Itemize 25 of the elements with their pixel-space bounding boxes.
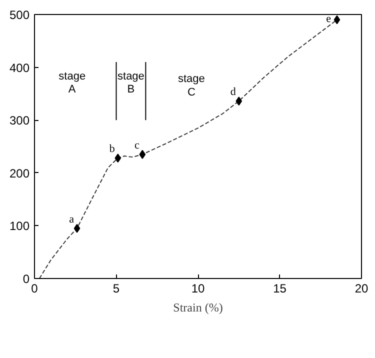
x-tick-label: 0	[31, 282, 38, 296]
annotation: stage A	[58, 70, 86, 96]
annotation: d	[230, 86, 236, 98]
annotation: stage C	[178, 73, 205, 98]
y-tick-label: 0	[22, 272, 30, 286]
point	[236, 96, 242, 106]
y-tick-label: 300	[9, 114, 30, 128]
point	[334, 15, 340, 24]
point	[139, 150, 146, 159]
y-tick-label: 500	[9, 8, 30, 22]
x-tick-label: 15	[273, 282, 287, 296]
annotation: e	[326, 12, 332, 25]
annotation: b	[109, 143, 116, 156]
annotation: a	[69, 213, 74, 226]
y-tick-label: 400	[9, 60, 30, 75]
x-tick-label: 20	[354, 282, 368, 296]
x-tick-label: 10	[191, 282, 205, 296]
y-tick-label: 100	[9, 219, 30, 234]
x-tick-label: 5	[112, 282, 120, 296]
y-tick-label: 200	[9, 166, 30, 180]
x-axis-title: Strain (%)	[173, 300, 223, 314]
annotation: c	[134, 139, 140, 152]
annotation: stage B	[118, 70, 144, 96]
point	[114, 154, 122, 163]
point	[74, 224, 80, 233]
